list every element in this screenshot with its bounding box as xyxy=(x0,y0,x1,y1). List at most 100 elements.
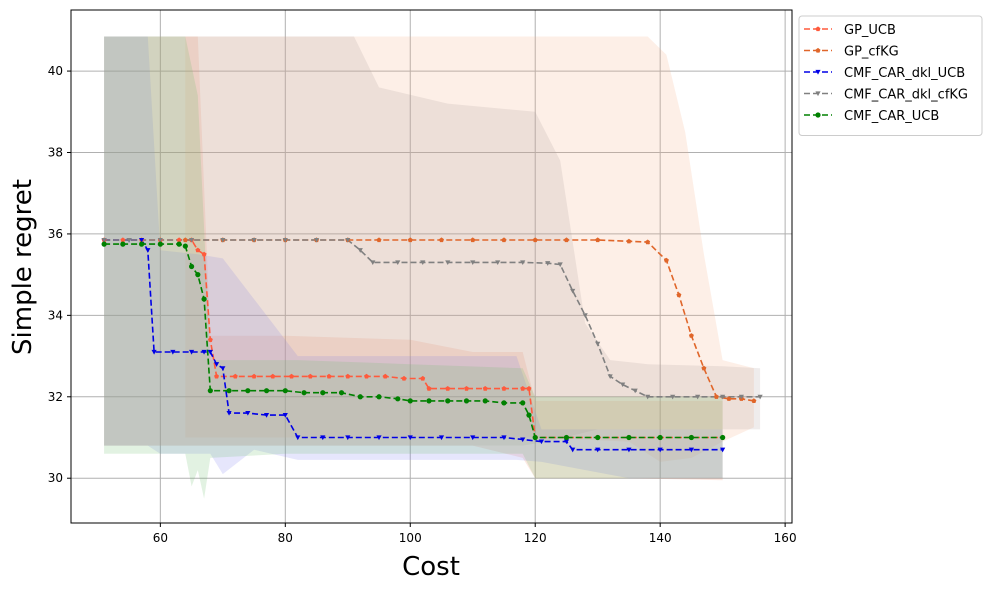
point-gp-ucb xyxy=(526,386,532,391)
point-gp-ucb xyxy=(482,386,488,391)
point-cmf-car-dkl-cfkg xyxy=(495,260,501,266)
legend: GP_UCB GP_cfKG CMF_CAR_dkl_UCB CMF_CAR_dkl_… xyxy=(798,15,983,136)
point-cmf-car-ucb xyxy=(376,394,382,400)
legend-label-cmf-car-ucb: CMF_CAR_UCB xyxy=(844,109,939,124)
point-cmf-car-dkl-cfkg xyxy=(470,260,476,266)
point-gp-cfkg xyxy=(663,257,669,263)
point-cmf-car-dkl-cfkg xyxy=(607,374,613,380)
legend-label-gp-cfkg: GP_cfKG xyxy=(844,45,899,60)
point-cmf-car-ucb xyxy=(357,394,363,400)
point-gp-cfkg xyxy=(532,237,538,243)
point-gp-ucb xyxy=(289,373,294,379)
point-gp-ucb xyxy=(195,247,201,253)
point-cmf-car-ucb xyxy=(532,434,538,441)
point-cmf-car-dkl-ucb xyxy=(226,410,232,416)
point-cmf-car-dkl-ucb xyxy=(282,413,288,418)
legend-marker-cmf-car-ucb xyxy=(815,112,821,118)
point-gp-ucb xyxy=(520,386,526,391)
x-axis-ticks: 60 80 100 120 140 160 xyxy=(153,523,797,545)
point-cmf-car-dkl-cfkg xyxy=(582,313,588,318)
legend-label-gp-ucb: GP_UCB xyxy=(844,23,896,38)
point-cmf-car-dkl-ucb xyxy=(470,435,476,441)
point-cmf-car-dkl-cfkg xyxy=(445,260,451,266)
point-cmf-car-ucb xyxy=(282,388,288,394)
y-axis-label: Simple regret xyxy=(8,179,38,355)
point-cmf-car-ucb xyxy=(226,388,232,394)
point-cmf-car-dkl-ucb xyxy=(245,410,251,416)
point-gp-ucb xyxy=(445,386,451,391)
point-gp-ucb xyxy=(176,237,182,243)
point-cmf-car-dkl-cfkg xyxy=(126,237,132,243)
x-axis-label: Cost xyxy=(402,552,460,582)
point-cmf-car-dkl-ucb xyxy=(376,435,382,441)
point-cmf-car-dkl-cfkg xyxy=(720,394,726,400)
point-cmf-car-dkl-ucb xyxy=(170,349,176,355)
point-cmf-car-dkl-ucb xyxy=(563,439,570,445)
point-cmf-car-dkl-ucb xyxy=(295,435,301,441)
point-cmf-car-dkl-cfkg xyxy=(345,237,351,243)
point-cmf-car-ucb xyxy=(176,241,182,247)
point-cmf-car-dkl-cfkg xyxy=(188,237,195,243)
legend-marker-cmf-car-dkl-cfkg xyxy=(815,91,821,97)
point-gp-cfkg xyxy=(564,237,569,243)
point-cmf-car-dkl-cfkg xyxy=(395,260,401,266)
point-gp-cfkg xyxy=(751,398,757,403)
point-gp-ucb xyxy=(270,373,276,379)
point-cmf-car-dkl-ucb xyxy=(345,435,351,441)
point-cmf-car-dkl-ucb xyxy=(501,435,507,441)
point-cmf-car-dkl-cfkg xyxy=(357,248,363,253)
point-cmf-car-dkl-cfkg xyxy=(738,394,744,400)
point-gp-cfkg xyxy=(407,237,413,243)
point-cmf-car-ucb xyxy=(188,263,195,270)
point-cmf-car-dkl-cfkg xyxy=(695,394,701,400)
x-tick-label: 80 xyxy=(278,531,293,545)
point-cmf-car-ucb xyxy=(338,390,345,396)
point-cmf-car-dkl-cfkg xyxy=(620,382,626,388)
point-cmf-car-dkl-cfkg xyxy=(420,260,426,266)
point-cmf-car-dkl-ucb xyxy=(145,248,151,253)
point-cmf-car-ucb xyxy=(563,434,570,441)
point-cmf-car-ucb xyxy=(657,434,663,441)
point-cmf-car-ucb xyxy=(301,390,307,396)
point-gp-ucb xyxy=(120,237,126,243)
legend-label-cmf-car-dkl-ucb: CMF_CAR_dkl_UCB xyxy=(844,66,965,81)
point-cmf-car-ucb xyxy=(157,241,163,247)
point-cmf-car-dkl-ucb xyxy=(201,349,207,355)
point-gp-cfkg xyxy=(501,237,507,243)
point-cmf-car-dkl-cfkg xyxy=(545,261,551,266)
y-axis-ticks: 30 32 34 36 38 40 xyxy=(48,64,71,485)
point-gp-cfkg xyxy=(595,237,601,243)
point-cmf-car-dkl-cfkg xyxy=(557,262,563,268)
x-tick-label: 140 xyxy=(649,531,672,545)
x-tick-label: 160 xyxy=(774,531,797,545)
point-cmf-car-dkl-cfkg xyxy=(370,260,376,266)
point-cmf-car-dkl-ucb xyxy=(595,447,601,453)
point-cmf-car-dkl-ucb xyxy=(520,437,526,443)
point-cmf-car-dkl-cfkg xyxy=(570,288,576,294)
point-gp-cfkg xyxy=(182,237,188,243)
point-gp-ucb xyxy=(345,373,351,379)
legend-marker-gp-ucb xyxy=(815,26,821,32)
point-gp-ucb xyxy=(420,375,426,381)
point-cmf-car-dkl-cfkg xyxy=(251,237,257,243)
point-cmf-car-ucb xyxy=(501,400,507,406)
y-tick-label: 32 xyxy=(48,390,63,404)
point-gp-cfkg xyxy=(701,365,707,371)
point-gp-ucb xyxy=(326,373,332,379)
point-cmf-car-ucb xyxy=(395,396,401,402)
confidence-bands xyxy=(104,36,761,499)
point-gp-cfkg xyxy=(676,292,682,298)
point-gp-ucb xyxy=(501,386,507,391)
point-gp-ucb xyxy=(307,373,313,379)
point-gp-cfkg xyxy=(439,237,444,243)
point-cmf-car-dkl-cfkg xyxy=(220,237,226,243)
point-cmf-car-ucb xyxy=(526,412,532,418)
series-markers xyxy=(101,237,763,453)
point-cmf-car-dkl-ucb xyxy=(407,435,413,441)
point-cmf-car-ucb xyxy=(263,388,270,394)
point-gp-ucb xyxy=(464,386,469,391)
point-cmf-car-dkl-ucb xyxy=(438,435,445,441)
point-cmf-car-dkl-ucb xyxy=(151,349,157,355)
point-cmf-car-ucb xyxy=(101,241,107,247)
point-cmf-car-ucb xyxy=(688,434,695,441)
